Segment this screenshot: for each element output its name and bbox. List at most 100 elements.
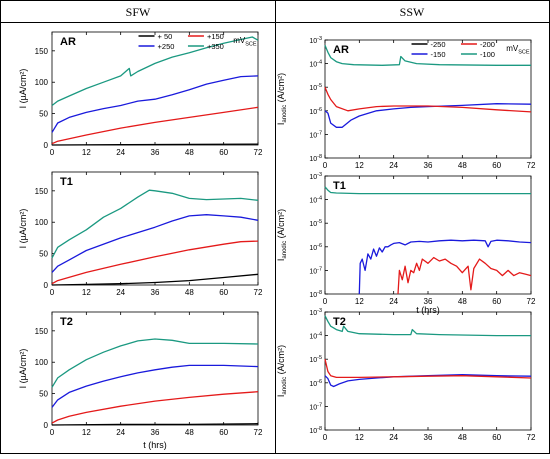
x-tick-label: 72 — [254, 288, 263, 297]
y-tick-label: 0 — [44, 281, 49, 290]
x-tick-label: 24 — [116, 148, 125, 157]
x-tick-label: 48 — [185, 428, 194, 437]
y-axis-label: Ianodic (A/cm²) — [276, 345, 288, 397]
y-tick-exp: -6 — [317, 243, 322, 249]
legend: + 50+250 +150+350 mVSCE — [138, 32, 257, 51]
legend-unit: mVSCE — [233, 36, 257, 48]
x-tick-label: 36 — [151, 148, 160, 157]
x-tick-label: 60 — [219, 148, 228, 157]
x-tick-label: 24 — [116, 428, 125, 437]
y-tick-exp: -7 — [317, 130, 322, 136]
y-tick-label: 10-4 — [309, 60, 322, 69]
y-tick-label: 10-6 — [309, 379, 322, 388]
y-tick-exp: -5 — [317, 83, 322, 89]
x-tick-label: 36 — [424, 433, 433, 442]
panel-sfw-t1: 0 12 24 36 48 60 72 0 50 100 150 I (µA/cm²) T1 — [18, 171, 263, 297]
y-axis-label: Ianodic (A/cm²) — [276, 73, 288, 125]
series-line — [51, 364, 259, 408]
legend-unit-sub: SCE — [518, 50, 530, 56]
x-tick-label: 0 — [323, 433, 328, 442]
x-tick-label: 48 — [458, 433, 467, 442]
y-tick-base: 10 — [309, 245, 317, 252]
y-tick-label: 50 — [39, 250, 48, 259]
series-line — [51, 423, 259, 426]
y-tick-label: 50 — [39, 110, 48, 119]
y-tick-exp: -6 — [317, 107, 322, 113]
y-tick-base: 10 — [309, 381, 317, 388]
y-tick-base: 10 — [309, 357, 317, 364]
x-tick-label: 36 — [151, 428, 160, 437]
y-axis-label: I (µA/cm²) — [18, 69, 28, 109]
y-tick-base: 10 — [309, 85, 317, 92]
series-line — [51, 143, 259, 146]
y-tick-exp: -3 — [317, 308, 322, 314]
panel-label: T2 — [333, 316, 346, 328]
x-tick-label: 12 — [82, 288, 91, 297]
x-tick-label: 60 — [492, 433, 501, 442]
x-tick-label: 48 — [185, 288, 194, 297]
x-tick-label: 72 — [527, 161, 536, 170]
x-tick-label: 0 — [50, 428, 55, 437]
panel-label: T2 — [60, 316, 73, 328]
y-tick-base: 10 — [309, 428, 317, 435]
y-tick-label: 10-4 — [309, 196, 322, 205]
series-line — [324, 374, 532, 388]
x-tick-label: 60 — [219, 288, 228, 297]
panel-label: T1 — [60, 176, 73, 188]
y-tick-label: 10-5 — [309, 355, 322, 364]
y-tick-label: 10-5 — [309, 219, 322, 228]
y-tick-base: 10 — [309, 198, 317, 205]
series-line — [51, 214, 259, 273]
legend-unit-main: mV — [506, 44, 519, 53]
x-tick-label: 12 — [355, 297, 364, 306]
y-axis-label: I (µA/cm²) — [18, 209, 28, 249]
series-line — [51, 189, 259, 259]
y-tick-label: 50 — [39, 390, 48, 399]
y-tick-label: 10-5 — [309, 83, 322, 92]
y-axis-label-symbol: I — [276, 123, 286, 126]
legend-label: + 50 — [158, 32, 173, 41]
panel-label: T1 — [333, 180, 346, 192]
y-tick-label: 100 — [35, 78, 49, 87]
series-line — [51, 240, 259, 285]
series-line — [51, 273, 259, 286]
y-axis-label-unit: (A/cm²) — [276, 209, 286, 241]
legend-label: -250 — [431, 40, 446, 49]
y-tick-exp: -4 — [317, 60, 322, 66]
panel-ssw-t2: 0 12 24 36 48 60 7210-810-710-610-510-410-3Ian… — [276, 308, 536, 442]
y-tick-label: 10-7 — [309, 130, 322, 139]
legend-unit-sub: SCE — [245, 42, 257, 48]
header-sfw: SFW — [126, 5, 151, 19]
y-axis-label-sub: anodic — [282, 377, 288, 395]
panel-sfw-ar: 0 12 24 36 48 60 72 0 50 100 150 I (µA/cm²) AR + 50+2… — [18, 31, 263, 157]
x-tick-label: 60 — [492, 297, 501, 306]
legend-label: -100 — [480, 50, 495, 59]
series-line — [51, 391, 259, 424]
series-line — [324, 315, 531, 337]
x-axis-label: t (hrs) — [143, 440, 167, 450]
y-tick-base: 10 — [309, 62, 317, 69]
panel-label: AR — [333, 44, 349, 56]
x-tick-label: 12 — [355, 433, 364, 442]
y-tick-exp: -5 — [317, 355, 322, 361]
y-tick-label: 100 — [35, 358, 49, 367]
y-tick-label: 150 — [35, 187, 49, 196]
x-tick-label: 60 — [219, 428, 228, 437]
y-tick-base: 10 — [309, 310, 317, 317]
y-axis-label-symbol: I — [276, 259, 286, 262]
legend-unit-main: mV — [233, 36, 246, 45]
x-tick-label: 24 — [389, 433, 398, 442]
y-tick-exp: -8 — [317, 426, 322, 432]
y-axis-label-symbol: I — [276, 395, 286, 398]
x-tick-label: 12 — [82, 148, 91, 157]
x-tick-label: 24 — [389, 297, 398, 306]
series-line — [51, 106, 259, 145]
panel-sfw-t2: 0 12 24 36 48 60 72 0 50 100 150 I (µA/cm²) t (hrs) T… — [18, 311, 263, 450]
series-line — [358, 239, 532, 295]
x-tick-label: 36 — [151, 288, 160, 297]
y-tick-exp: -6 — [317, 379, 322, 385]
x-tick-label: 24 — [389, 161, 398, 170]
y-tick-base: 10 — [309, 334, 317, 341]
x-tick-label: 0 — [323, 161, 328, 170]
